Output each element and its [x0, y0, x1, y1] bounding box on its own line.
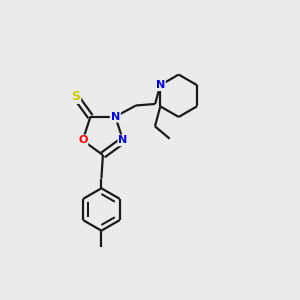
Text: N: N	[156, 80, 165, 90]
Text: N: N	[111, 112, 120, 122]
Text: O: O	[78, 135, 87, 146]
Text: N: N	[118, 135, 128, 146]
Text: S: S	[71, 90, 80, 103]
